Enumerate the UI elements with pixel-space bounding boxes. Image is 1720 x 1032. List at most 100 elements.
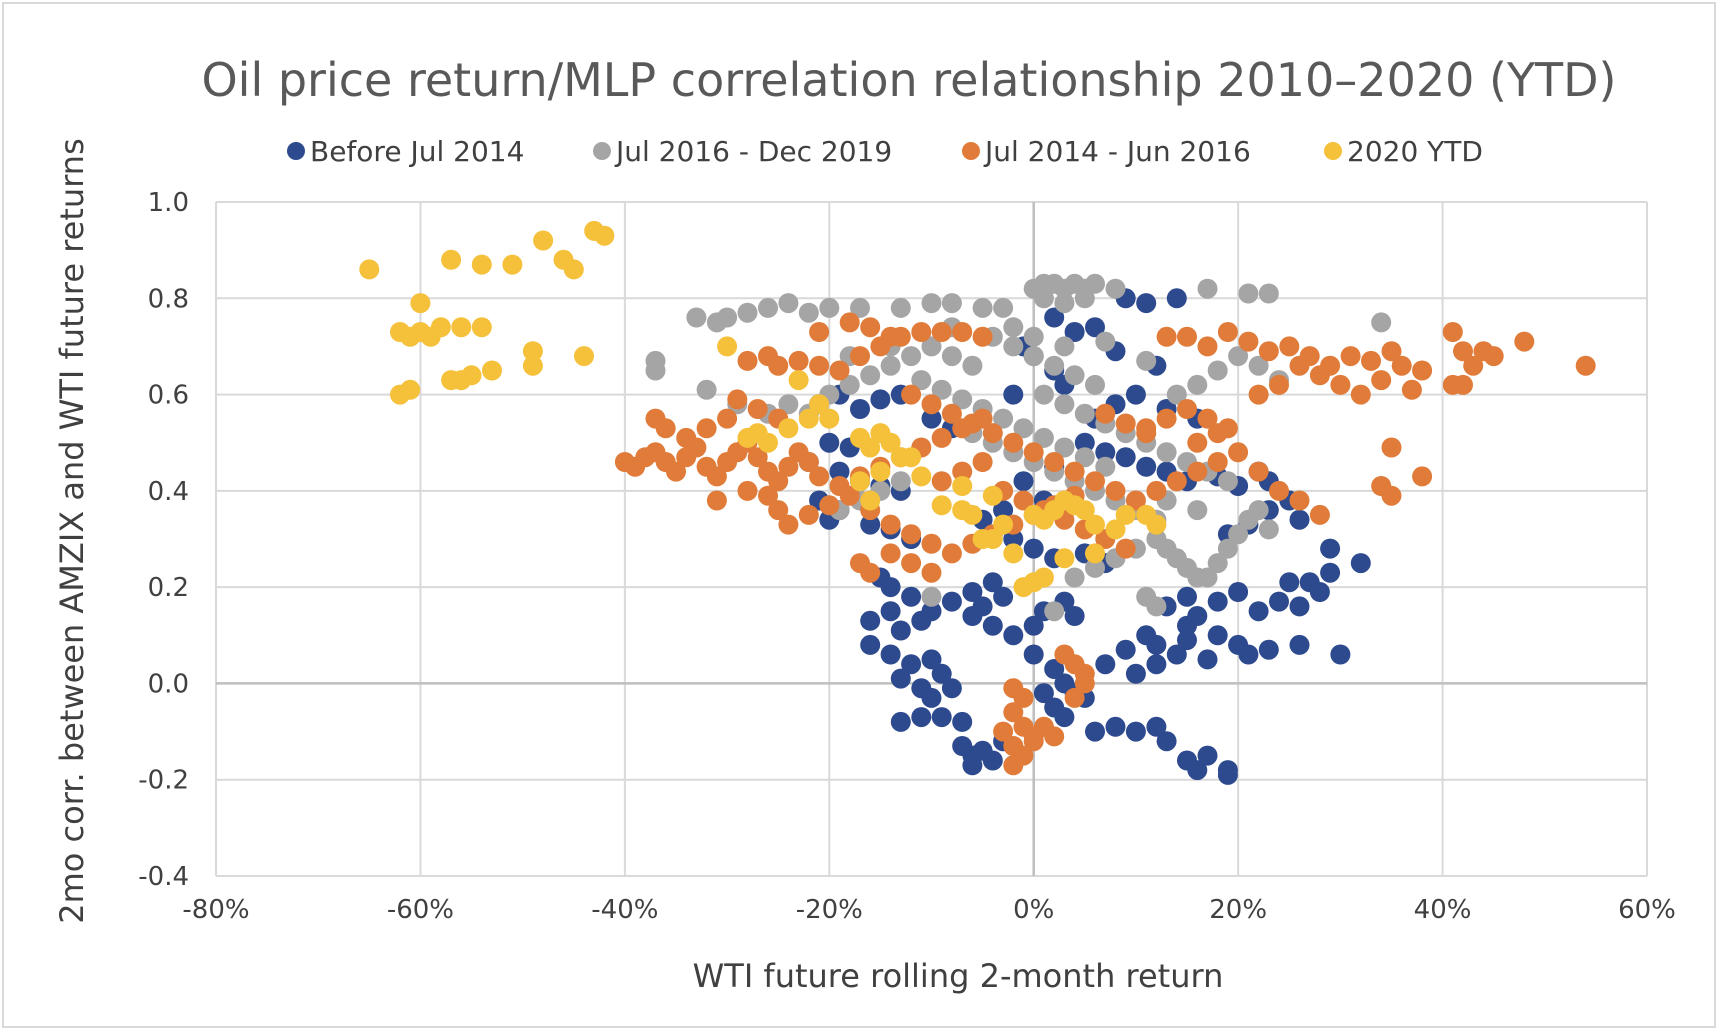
data-point: [1156, 326, 1177, 347]
data-point: [921, 533, 942, 554]
data-point: [921, 601, 942, 622]
data-point: [921, 562, 942, 583]
data-point: [1381, 341, 1402, 362]
data-point: [1033, 683, 1054, 704]
data-point: [880, 644, 901, 665]
data-point: [880, 601, 901, 622]
data-point: [1289, 509, 1310, 530]
data-point: [1003, 384, 1024, 405]
data-point: [901, 586, 922, 607]
data-point: [737, 302, 758, 323]
data-point: [1023, 326, 1044, 347]
x-tick-label: 20%: [1209, 895, 1267, 925]
data-point: [1166, 471, 1187, 492]
series-jul-2016-dec-2019: [645, 273, 1392, 622]
data-point: [1023, 644, 1044, 665]
data-point: [1391, 355, 1412, 376]
data-point: [1217, 760, 1238, 781]
data-point: [1217, 418, 1238, 439]
data-point: [982, 485, 1003, 506]
data-point: [1115, 504, 1136, 525]
data-point: [982, 750, 1003, 771]
data-point: [1320, 562, 1341, 583]
data-point: [839, 374, 860, 395]
data-point: [850, 399, 870, 419]
data-point: [931, 663, 952, 684]
data-point: [1187, 432, 1208, 453]
data-point: [717, 307, 738, 328]
data-point: [1064, 606, 1085, 626]
data-point: [941, 591, 962, 612]
data-point: [911, 370, 932, 391]
x-tick-label: -20%: [796, 895, 863, 925]
data-point: [1125, 490, 1146, 511]
data-point: [1033, 384, 1054, 405]
data-point: [1054, 293, 1075, 314]
data-point: [1269, 480, 1289, 501]
data-point: [778, 514, 799, 535]
data-point: [962, 582, 983, 602]
data-point: [1023, 538, 1044, 559]
data-point: [798, 302, 819, 323]
x-tick-label: 60%: [1618, 895, 1676, 925]
data-point: [1207, 553, 1228, 574]
data-point: [952, 476, 973, 496]
data-point: [1197, 336, 1218, 357]
data-point: [1013, 490, 1034, 511]
data-point: [850, 346, 870, 367]
data-point: [400, 379, 421, 400]
data-point: [1136, 423, 1157, 444]
data-point: [1207, 591, 1228, 612]
data-point: [1228, 582, 1249, 602]
data-point: [952, 461, 973, 482]
data-point: [931, 322, 952, 342]
data-point: [1197, 649, 1218, 670]
data-point: [1003, 529, 1024, 549]
data-point: [758, 432, 778, 453]
y-tick-label: 0.8: [148, 284, 189, 314]
data-point: [993, 514, 1014, 535]
data-point: [1125, 384, 1146, 405]
data-point: [901, 384, 922, 405]
data-point: [921, 586, 942, 607]
legend-marker-jul-2016-dec-2019: [593, 142, 611, 160]
data-point: [860, 317, 881, 338]
data-point: [1115, 639, 1136, 660]
data-point: [410, 293, 431, 314]
y-axis-title: 2mo corr. between AMZIX and WTI future r…: [53, 138, 91, 923]
data-point: [931, 427, 952, 448]
data-point: [819, 432, 840, 453]
data-point: [962, 355, 983, 376]
data-point: [788, 370, 809, 391]
data-point: [911, 707, 932, 728]
data-point: [747, 447, 768, 468]
data-point: [1371, 312, 1392, 333]
data-point: [1401, 379, 1422, 400]
data-point: [809, 322, 830, 342]
x-tick-label: -60%: [387, 895, 454, 925]
data-point: [1483, 346, 1504, 367]
data-point: [1197, 278, 1218, 299]
data-point: [972, 452, 993, 472]
data-point: [1023, 731, 1044, 752]
data-point: [1023, 346, 1044, 367]
data-point: [962, 606, 983, 626]
data-point: [1044, 307, 1065, 328]
data-point: [1095, 442, 1116, 463]
data-point: [982, 572, 1003, 593]
data-point: [1258, 519, 1279, 540]
data-point: [1125, 663, 1146, 684]
x-tick-label: -40%: [591, 895, 658, 925]
data-point: [1207, 452, 1228, 472]
data-point: [1412, 466, 1433, 487]
data-point: [952, 711, 973, 732]
data-point: [696, 379, 717, 400]
data-point: [1207, 360, 1228, 381]
data-point: [870, 389, 891, 410]
data-point: [1125, 721, 1146, 742]
data-point: [1289, 490, 1310, 511]
data-point: [1085, 543, 1105, 564]
data-point: [1228, 524, 1249, 545]
data-point: [809, 466, 830, 487]
data-point: [1003, 336, 1024, 357]
